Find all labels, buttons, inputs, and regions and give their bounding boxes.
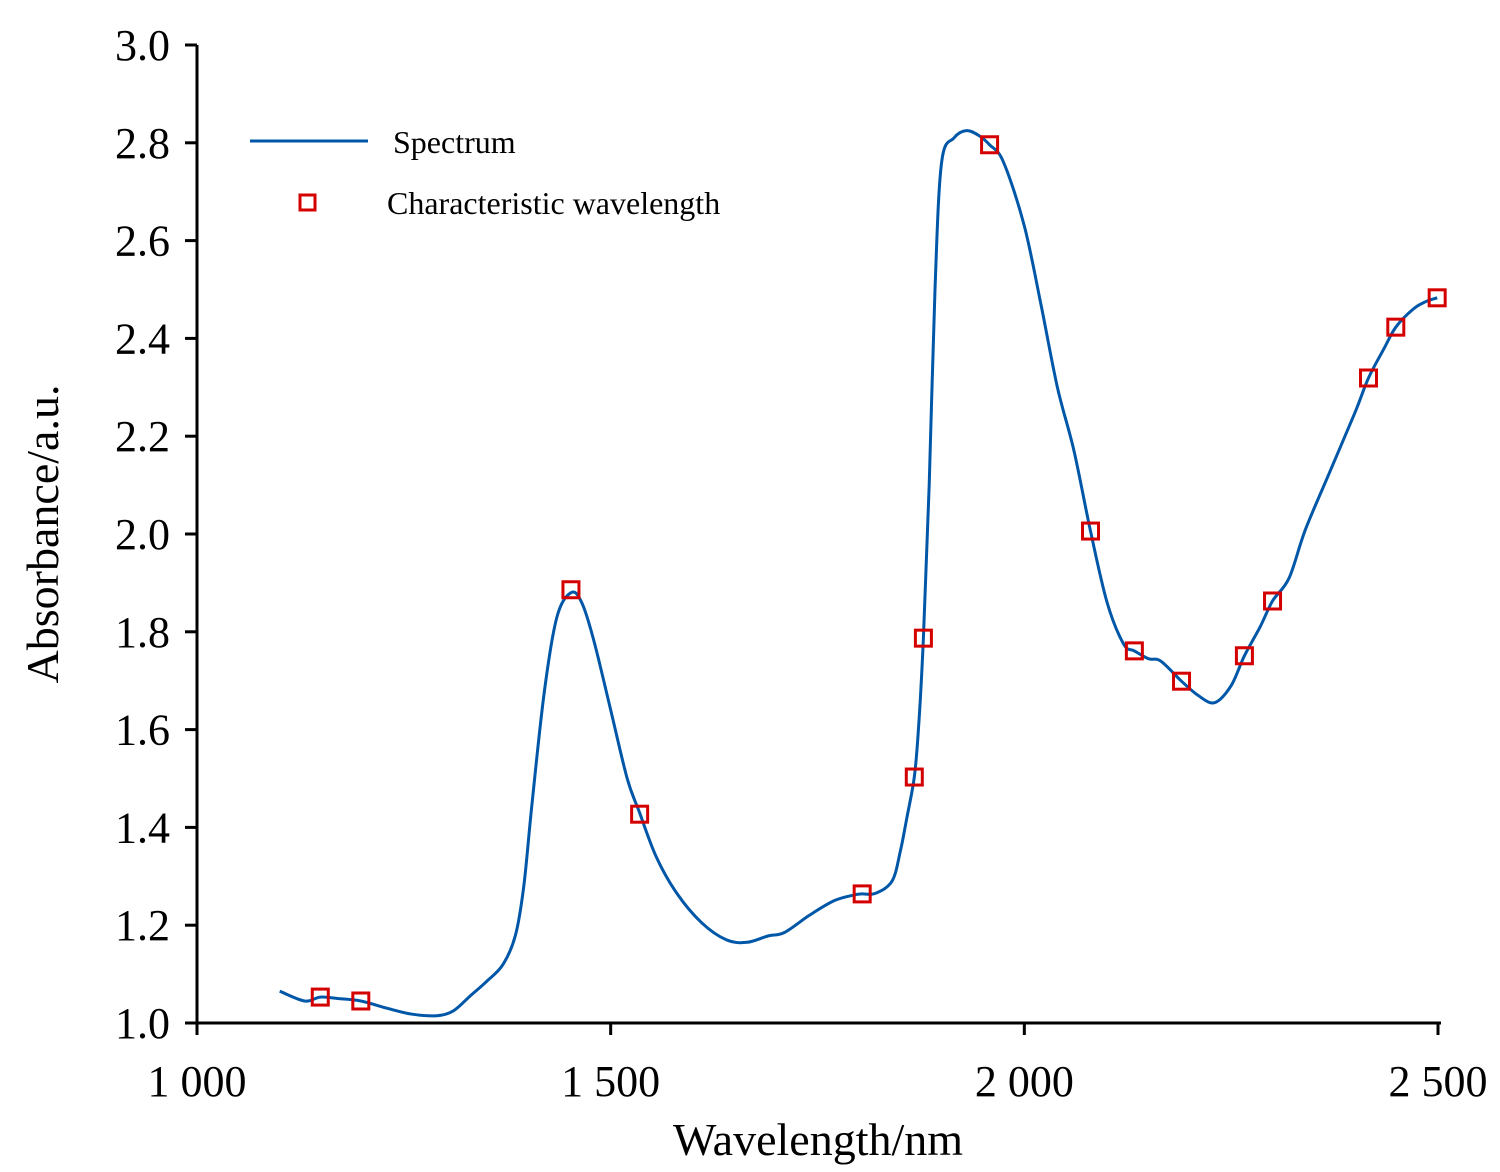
characteristic-wavelength-marker	[1081, 521, 1101, 541]
y-axis-title: Absorbance/a.u.	[17, 385, 68, 684]
characteristic-wavelength-marker	[630, 804, 650, 824]
y-tick-label: 3.0	[115, 21, 170, 70]
legend-label-spectrum: Spectrum	[393, 124, 516, 160]
characteristic-wavelength-marker	[1386, 317, 1406, 337]
y-tick-label: 1.6	[115, 706, 170, 755]
characteristic-wavelength-marker	[1427, 288, 1447, 308]
characteristic-wavelength-marker	[561, 580, 581, 600]
y-tick-label: 2.6	[115, 217, 170, 266]
characteristic-wavelength-marker	[1234, 646, 1254, 666]
x-tick-label: 1 500	[561, 1057, 660, 1106]
plot-area	[279, 129, 1447, 1018]
characteristic-wavelength-marker	[1124, 641, 1144, 661]
characteristic-wavelength-marker	[1359, 368, 1379, 388]
x-tick-label: 2 000	[975, 1057, 1074, 1106]
y-tick-label: 2.0	[115, 510, 170, 559]
ticks: 1 000 1 500 2 000 2 500 1.0 1.2 1.4 1.6 1.8 2.0 2.…	[115, 21, 1488, 1106]
legend-marker-swatch	[298, 193, 317, 212]
legend: Spectrum Characteristic wavelength	[250, 124, 720, 221]
characteristic-wavelength-marker	[1263, 591, 1283, 611]
axes	[195, 45, 1441, 1025]
y-tick-label: 1.2	[115, 901, 170, 950]
x-axis-title: Wavelength/nm	[673, 1114, 963, 1165]
spectrum-line	[279, 129, 1438, 1018]
characteristic-wavelength-marker	[980, 135, 1000, 155]
characteristic-wavelength-marker	[310, 987, 330, 1007]
x-tick-label: 2 500	[1389, 1057, 1488, 1106]
characteristic-wavelength-marker	[351, 991, 371, 1011]
characteristic-wavelength-marker	[913, 628, 933, 648]
y-tick-label: 2.2	[115, 412, 170, 461]
y-tick-label: 2.4	[115, 314, 170, 363]
y-tick-label: 1.8	[115, 608, 170, 657]
y-tick-label: 1.0	[115, 999, 170, 1048]
characteristic-wavelength-marker	[852, 884, 872, 904]
x-tick-label: 1 000	[148, 1057, 247, 1106]
characteristic-wavelength-marker	[1172, 671, 1192, 691]
legend-label-characteristic: Characteristic wavelength	[387, 185, 720, 221]
y-tick-label: 1.4	[115, 803, 170, 852]
characteristic-wavelength-marker	[904, 767, 924, 787]
y-tick-label: 2.8	[115, 119, 170, 168]
